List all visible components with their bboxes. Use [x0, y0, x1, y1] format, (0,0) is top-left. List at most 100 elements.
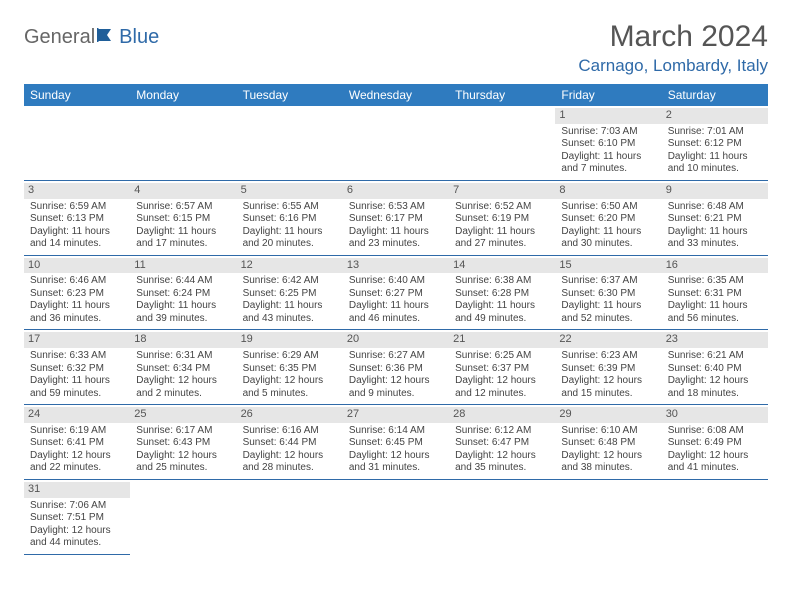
sunset-text: Sunset: 6:44 PM [243, 437, 337, 450]
calendar-empty-cell [130, 106, 236, 180]
day-number: 10 [24, 258, 130, 274]
daylight-text: Daylight: 12 hours [668, 375, 762, 388]
sunset-text: Sunset: 6:13 PM [30, 213, 124, 226]
daylight-text: and 43 minutes. [243, 313, 337, 326]
sunset-text: Sunset: 6:48 PM [561, 437, 655, 450]
calendar-day-cell: 4Sunrise: 6:57 AMSunset: 6:15 PMDaylight… [130, 180, 236, 255]
sunset-text: Sunset: 6:35 PM [243, 363, 337, 376]
calendar-day-cell: 17Sunrise: 6:33 AMSunset: 6:32 PMDayligh… [24, 330, 130, 405]
sunset-text: Sunset: 6:45 PM [349, 437, 443, 450]
daylight-text: Daylight: 12 hours [561, 375, 655, 388]
sunset-text: Sunset: 6:10 PM [561, 138, 655, 151]
calendar-empty-cell [24, 106, 130, 180]
daylight-text: and 10 minutes. [668, 163, 762, 176]
sunset-text: Sunset: 6:31 PM [668, 288, 762, 301]
header: General Blue March 2024 Carnago, Lombard… [24, 20, 768, 76]
daylight-text: Daylight: 12 hours [243, 450, 337, 463]
calendar-empty-cell [343, 479, 449, 554]
daylight-text: Daylight: 11 hours [243, 300, 337, 313]
brand-logo: General Blue [24, 26, 159, 49]
calendar-day-cell: 25Sunrise: 6:17 AMSunset: 6:43 PMDayligh… [130, 405, 236, 480]
page-title: March 2024 [578, 20, 768, 54]
daylight-text: Daylight: 12 hours [668, 450, 762, 463]
sunrise-text: Sunrise: 6:40 AM [349, 275, 443, 288]
calendar-day-cell: 30Sunrise: 6:08 AMSunset: 6:49 PMDayligh… [662, 405, 768, 480]
daylight-text: and 44 minutes. [30, 537, 124, 550]
day-number: 9 [662, 183, 768, 199]
calendar-empty-cell [449, 479, 555, 554]
day-number: 23 [662, 332, 768, 348]
sunset-text: Sunset: 6:39 PM [561, 363, 655, 376]
day-number: 27 [343, 407, 449, 423]
calendar-day-cell: 14Sunrise: 6:38 AMSunset: 6:28 PMDayligh… [449, 255, 555, 330]
sunrise-text: Sunrise: 6:23 AM [561, 350, 655, 363]
daylight-text: and 27 minutes. [455, 238, 549, 251]
calendar-day-cell: 31Sunrise: 7:06 AMSunset: 7:51 PMDayligh… [24, 479, 130, 554]
weekday-header: Saturday [662, 84, 768, 106]
daylight-text: and 59 minutes. [30, 388, 124, 401]
day-number: 17 [24, 332, 130, 348]
sunrise-text: Sunrise: 6:10 AM [561, 425, 655, 438]
calendar-week: 3 Sunrise: 6:59 AMSunset: 6:13 PM Daylight… [24, 180, 768, 255]
sunrise-text: Sunrise: 6:59 AM [30, 201, 124, 214]
day-number: 16 [662, 258, 768, 274]
day-number: 18 [130, 332, 236, 348]
daylight-text: and 2 minutes. [136, 388, 230, 401]
day-number: 3 [24, 183, 130, 199]
daylight-text: and 31 minutes. [349, 462, 443, 475]
calendar-day-cell: 18Sunrise: 6:31 AMSunset: 6:34 PMDayligh… [130, 330, 236, 405]
logo-text-2: Blue [119, 26, 159, 49]
calendar-day-cell: 11Sunrise: 6:44 AMSunset: 6:24 PMDayligh… [130, 255, 236, 330]
calendar-day-cell: 2Sunrise: 7:01 AMSunset: 6:12 PMDaylight… [662, 106, 768, 180]
day-number: 1 [555, 108, 661, 124]
calendar-week: 10Sunrise: 6:46 AMSunset: 6:23 PMDayligh… [24, 255, 768, 330]
sunrise-text: Sunrise: 6:46 AM [30, 275, 124, 288]
sunset-text: Sunset: 6:25 PM [243, 288, 337, 301]
daylight-text: Daylight: 12 hours [136, 375, 230, 388]
sunrise-text: Sunrise: 6:31 AM [136, 350, 230, 363]
calendar-empty-cell [555, 479, 661, 554]
weekday-header: Wednesday [343, 84, 449, 106]
day-number: 25 [130, 407, 236, 423]
weekday-header: Thursday [449, 84, 555, 106]
sunset-text: Sunset: 6:41 PM [30, 437, 124, 450]
sunrise-text: Sunrise: 6:12 AM [455, 425, 549, 438]
calendar-day-cell: 21Sunrise: 6:25 AMSunset: 6:37 PMDayligh… [449, 330, 555, 405]
day-number: 22 [555, 332, 661, 348]
day-number: 2 [662, 108, 768, 124]
sunset-text: Sunset: 6:17 PM [349, 213, 443, 226]
daylight-text: and 14 minutes. [30, 238, 124, 251]
daylight-text: and 30 minutes. [561, 238, 655, 251]
calendar-day-cell: 3Sunrise: 6:59 AMSunset: 6:13 PMDaylight… [24, 180, 130, 255]
sunrise-text: Sunrise: 7:03 AM [561, 126, 655, 139]
sunrise-text: Sunrise: 6:42 AM [243, 275, 337, 288]
daylight-text: Daylight: 11 hours [30, 375, 124, 388]
sunset-text: Sunset: 6:47 PM [455, 437, 549, 450]
calendar-week: 24Sunrise: 6:19 AMSunset: 6:41 PMDayligh… [24, 405, 768, 480]
sunrise-text: Sunrise: 6:19 AM [30, 425, 124, 438]
daylight-text: and 28 minutes. [243, 462, 337, 475]
daylight-text: and 22 minutes. [30, 462, 124, 475]
daylight-text: Daylight: 11 hours [561, 300, 655, 313]
sunset-text: Sunset: 6:12 PM [668, 138, 762, 151]
calendar-header-row: SundayMondayTuesdayWednesdayThursdayFrid… [24, 84, 768, 106]
day-number: 26 [237, 407, 343, 423]
day-number: 28 [449, 407, 555, 423]
calendar-day-cell: 10Sunrise: 6:46 AMSunset: 6:23 PMDayligh… [24, 255, 130, 330]
sunrise-text: Sunrise: 6:25 AM [455, 350, 549, 363]
calendar-day-cell: 8Sunrise: 6:50 AMSunset: 6:20 PMDaylight… [555, 180, 661, 255]
sunrise-text: Sunrise: 6:27 AM [349, 350, 443, 363]
sunset-text: Sunset: 6:24 PM [136, 288, 230, 301]
sunrise-text: Sunrise: 7:01 AM [668, 126, 762, 139]
sunset-text: Sunset: 6:40 PM [668, 363, 762, 376]
sunset-text: Sunset: 6:49 PM [668, 437, 762, 450]
location-label: Carnago, Lombardy, Italy [578, 56, 768, 76]
daylight-text: and 41 minutes. [668, 462, 762, 475]
daylight-text: Daylight: 11 hours [668, 226, 762, 239]
daylight-text: Daylight: 12 hours [349, 375, 443, 388]
title-block: March 2024 Carnago, Lombardy, Italy [578, 20, 768, 76]
calendar-day-cell: 16Sunrise: 6:35 AMSunset: 6:31 PMDayligh… [662, 255, 768, 330]
calendar-empty-cell [449, 106, 555, 180]
sunset-text: Sunset: 6:16 PM [243, 213, 337, 226]
day-number: 7 [449, 183, 555, 199]
